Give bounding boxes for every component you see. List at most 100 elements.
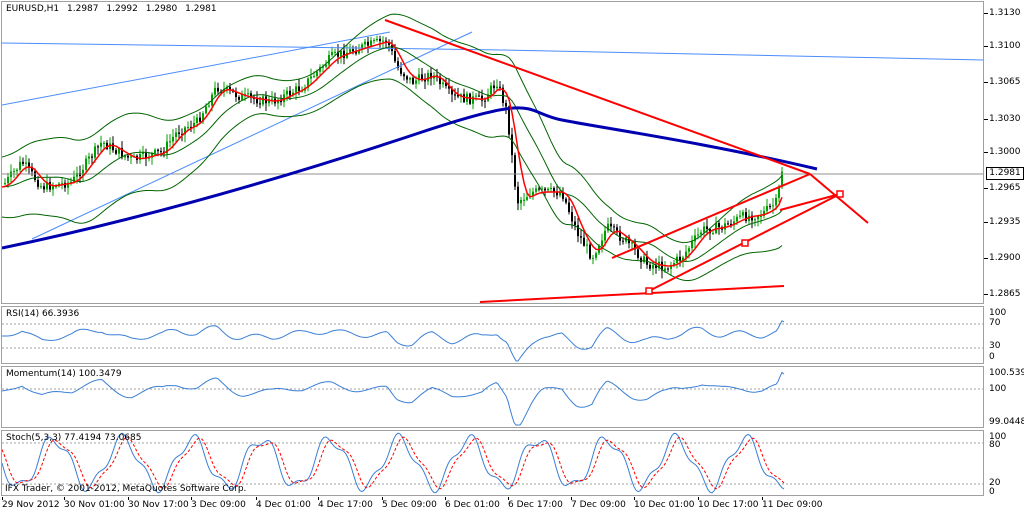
- candle-body: [277, 99, 279, 104]
- price-label: 1.2865: [989, 289, 1021, 299]
- stochastic-panel[interactable]: Stoch(5,3,3) 77.4194 73.0685: [1, 430, 984, 496]
- candle-body: [247, 93, 249, 95]
- candle-body: [322, 66, 324, 68]
- candle-body: [694, 235, 696, 242]
- candle-body: [352, 49, 354, 52]
- candle-body: [28, 162, 30, 167]
- candle-body: [178, 132, 180, 134]
- candle-body: [475, 95, 477, 97]
- momentum-canvas[interactable]: [2, 367, 984, 428]
- slow-moving-average: [2, 106, 818, 250]
- candle-body: [649, 264, 651, 269]
- candle-body: [370, 40, 372, 46]
- price-scale[interactable]: 1.3130 1.3100 1.3065 1.3030 1.3000 1.296…: [984, 0, 1024, 513]
- candle-body: [553, 187, 555, 193]
- candle-body: [373, 40, 375, 42]
- price-label: 1.2900: [989, 253, 1021, 263]
- time-axis[interactable]: 29 Nov 2012 30 Nov 01:00 30 Nov 17:00 3 …: [0, 497, 1024, 513]
- time-label: 6 Dec 17:00: [508, 500, 563, 510]
- candle-body: [727, 223, 729, 225]
- candle-body: [541, 188, 543, 190]
- price-chart-canvas[interactable]: [2, 2, 984, 304]
- candle-body: [703, 226, 705, 233]
- candle-body: [262, 96, 264, 105]
- candle-body: [667, 268, 669, 270]
- stoch-scale-label: 80: [989, 440, 1001, 450]
- candle-body: [85, 158, 87, 170]
- candle-body: [256, 98, 258, 104]
- candle-body: [187, 127, 189, 129]
- candle-body: [94, 146, 96, 158]
- candle-body: [520, 199, 522, 204]
- candle-body: [706, 226, 708, 229]
- candle-body: [385, 40, 387, 42]
- horizontal-resistance-line: [2, 42, 983, 61]
- time-label: 3 Dec 09:00: [191, 500, 246, 510]
- candle-body: [616, 227, 618, 231]
- symbol-label: EURUSD,H1: [6, 4, 60, 14]
- candle-body: [640, 257, 642, 263]
- candle-body: [397, 61, 399, 68]
- candle-body: [592, 257, 594, 259]
- price-label: 1.3065: [989, 77, 1021, 87]
- candle-body: [580, 236, 582, 238]
- rsi-canvas[interactable]: [2, 307, 984, 364]
- candle-body: [142, 152, 144, 154]
- stoch-label: Stoch(5,3,3) 77.4194 73.0685: [6, 433, 142, 443]
- candle-body: [268, 99, 270, 104]
- red-descending-extension: [809, 173, 869, 224]
- candle-body: [157, 149, 159, 152]
- candle-body: [613, 226, 615, 228]
- time-label: 30 Nov 17:00: [128, 500, 189, 510]
- price-label: 1.2935: [989, 217, 1021, 227]
- rsi-scale-label: 30: [989, 341, 1001, 351]
- candle-body: [127, 155, 129, 158]
- price-label: 1.3100: [989, 41, 1021, 51]
- momentum-panel[interactable]: Momentum(14) 100.3479: [1, 366, 984, 428]
- candle-body: [229, 86, 231, 90]
- candle-body: [766, 206, 768, 211]
- time-label: 29 Nov 2012: [2, 500, 60, 510]
- candle-body: [688, 248, 690, 252]
- price-label: 1.3130: [989, 8, 1021, 18]
- candle-body: [46, 181, 48, 190]
- candle-body: [259, 103, 261, 105]
- momentum-scale-label: 100.539: [989, 368, 1024, 378]
- momentum-label: Momentum(14) 100.3479: [6, 369, 122, 379]
- candle-body: [154, 149, 156, 154]
- time-label: 11 Dec 09:00: [762, 500, 823, 510]
- candle-body: [79, 173, 81, 177]
- candle-body: [508, 106, 510, 135]
- main-chart-panel[interactable]: EURUSD,H1 1.2987 1.2992 1.2980 1.2981: [1, 1, 984, 304]
- candle-body: [7, 176, 9, 184]
- candle-body: [679, 256, 681, 261]
- fast-moving-average: [2, 41, 783, 267]
- red-channel-upper: [611, 173, 811, 259]
- candle-body: [484, 100, 486, 102]
- candle-body: [238, 97, 240, 100]
- rsi-panel[interactable]: RSI(14) 66.3936: [1, 306, 984, 364]
- symbol-info: EURUSD,H1 1.2987 1.2992 1.2980 1.2981: [6, 4, 222, 14]
- candle-body: [40, 186, 42, 188]
- time-label: 10 Dec 01:00: [634, 500, 695, 510]
- stoch-canvas[interactable]: [2, 431, 984, 496]
- candle-body: [463, 94, 465, 102]
- candle-body: [388, 41, 390, 46]
- candle-body: [565, 198, 567, 203]
- red-channel-lower-ext: [779, 193, 841, 211]
- candle-body: [376, 38, 378, 41]
- candle-body: [166, 141, 168, 154]
- candle-body: [646, 256, 648, 265]
- candle-body: [418, 74, 420, 81]
- stoch-scale-label: 20: [989, 478, 1001, 488]
- candle-body: [505, 102, 507, 107]
- bollinger-upper-band: [2, 13, 783, 244]
- candle-body: [604, 230, 606, 241]
- candle-body: [664, 268, 666, 271]
- candle-body: [493, 85, 495, 89]
- candle-body: [250, 93, 252, 97]
- candle-body: [70, 181, 72, 183]
- candle-body: [139, 153, 141, 160]
- candle-body: [700, 232, 702, 235]
- candle-body: [364, 41, 366, 45]
